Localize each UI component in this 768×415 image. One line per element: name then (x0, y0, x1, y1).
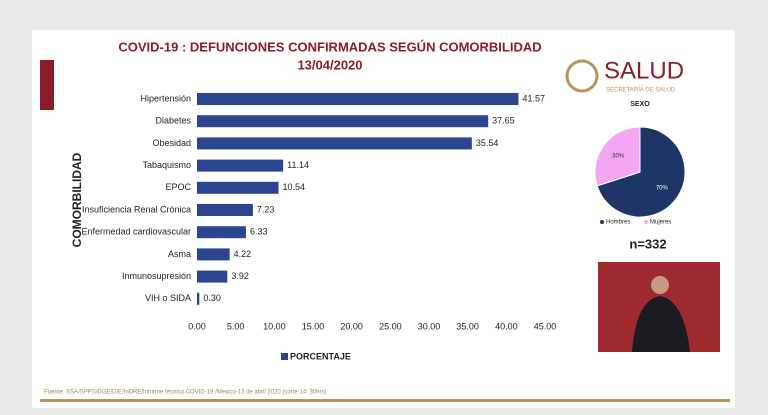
pie-title: SEXO (630, 101, 650, 108)
value-label: 41.57 (522, 93, 545, 103)
bar (197, 93, 519, 105)
y-tick-label: Diabetes (155, 116, 191, 126)
value-label: 3.92 (231, 271, 249, 281)
value-label: 6.33 (250, 227, 268, 237)
y-tick-label: Hipertensión (140, 93, 191, 103)
x-tick-label: 35.00 (456, 321, 479, 331)
bar (197, 226, 246, 239)
x-tick-label: 5.00 (227, 321, 245, 331)
x-tick-label: 30.00 (418, 321, 441, 331)
pie-label: 30% (612, 154, 625, 160)
bar (197, 159, 284, 172)
y-axis-label: COMORBILIDAD (70, 152, 84, 247)
logo-subtitle: SECRETARÍA DE SALUD (606, 87, 676, 94)
source-note: Fuente: SSA/SPPS/DGE/DIE/InDRE/Informe t… (44, 390, 326, 396)
value-label: 11.14 (287, 160, 309, 170)
bar (197, 204, 253, 216)
y-tick-label: Tabaquismo (142, 160, 191, 170)
y-tick-label: Asma (168, 249, 191, 259)
value-label: 0.30 (203, 293, 221, 303)
logo-name: SALUD (604, 57, 684, 84)
x-tick-label: 20.00 (340, 321, 363, 331)
accent-bar (40, 60, 54, 110)
value-label: 37.65 (492, 116, 515, 126)
logo-emblem (565, 59, 599, 93)
x-tick-label: 15.00 (302, 321, 325, 331)
value-label: 10.54 (283, 182, 306, 192)
x-tick-label: 40.00 (495, 321, 518, 331)
footer-line (40, 399, 730, 402)
y-tick-label: Inmunosupresión (122, 271, 191, 281)
pie-slice (596, 126, 686, 218)
chart-title: COVID-19 : DEFUNCIONES CONFIRMADAS SEGÚN… (118, 39, 541, 54)
interpreter-video (598, 262, 720, 352)
bar (197, 292, 200, 305)
bar (197, 270, 228, 283)
bar (197, 248, 230, 261)
y-tick-label: EPOC (165, 182, 191, 192)
value-label: 35.54 (476, 138, 499, 148)
legend-swatch (600, 220, 604, 224)
x-tick-label: 10.00 (263, 321, 286, 331)
legend-swatch (644, 220, 648, 224)
x-tick-label: 25.00 (379, 321, 402, 331)
bar (197, 115, 489, 128)
chart-subtitle: 13/04/2020 (297, 57, 362, 72)
y-tick-label: Obesidad (152, 138, 191, 148)
value-label: 7.23 (257, 204, 275, 214)
legend-swatch (281, 353, 288, 360)
legend-label: Hombres (606, 220, 630, 226)
bar (197, 137, 472, 150)
legend-label: PORCENTAJE (290, 351, 351, 361)
y-tick-label: Insuficiencia Renal Crónica (82, 204, 191, 214)
y-tick-label: Enfermedad cardiovascular (81, 227, 191, 237)
pie-annotation: n=332 (629, 236, 666, 251)
bar (197, 181, 279, 194)
legend-label: Mujeres (650, 220, 671, 226)
y-tick-label: VIH o SIDA (145, 293, 191, 303)
pie-slice (594, 126, 641, 187)
pie-label: 70% (656, 185, 669, 191)
value-label: 4.22 (234, 249, 252, 259)
x-tick-label: 45.00 (534, 321, 557, 331)
x-tick-label: 0.00 (188, 321, 206, 331)
